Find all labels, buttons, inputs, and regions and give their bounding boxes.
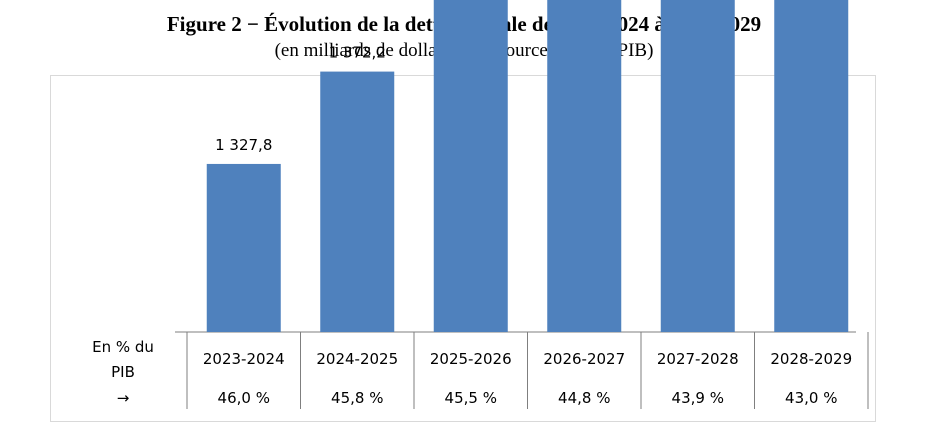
- category-label: 2023-2024: [203, 350, 285, 368]
- category-label: 2026-2027: [543, 350, 625, 368]
- bar-2028-2029[interactable]: [774, 0, 849, 333]
- category-label: 2028-2029: [770, 350, 852, 368]
- pct-gdp-label: 43,9 %: [672, 389, 724, 407]
- row-label-line2: PIB: [111, 363, 135, 381]
- pct-gdp-label: 45,5 %: [445, 389, 497, 407]
- bar-2023-2024[interactable]: [206, 163, 281, 332]
- row-label-line1: En % du: [92, 338, 154, 356]
- category-label: 2025-2026: [430, 350, 512, 368]
- bar-2025-2026[interactable]: [433, 0, 508, 332]
- pct-gdp-label: 43,0 %: [785, 389, 837, 407]
- category-label: 2027-2028: [657, 350, 739, 368]
- row-label-arrow: →: [117, 389, 130, 407]
- pct-gdp-label: 44,8 %: [558, 389, 610, 407]
- pct-gdp-label: 45,8 %: [331, 389, 383, 407]
- category-label: 2024-2025: [316, 350, 398, 368]
- bar-2027-2028[interactable]: [660, 0, 735, 332]
- bar-2026-2027[interactable]: [547, 0, 622, 332]
- bar-2024-2025[interactable]: [320, 71, 395, 333]
- data-label: 1 327,8: [215, 136, 272, 154]
- data-label: 1 372,2: [329, 44, 386, 62]
- pct-gdp-label: 46,0 %: [218, 389, 270, 407]
